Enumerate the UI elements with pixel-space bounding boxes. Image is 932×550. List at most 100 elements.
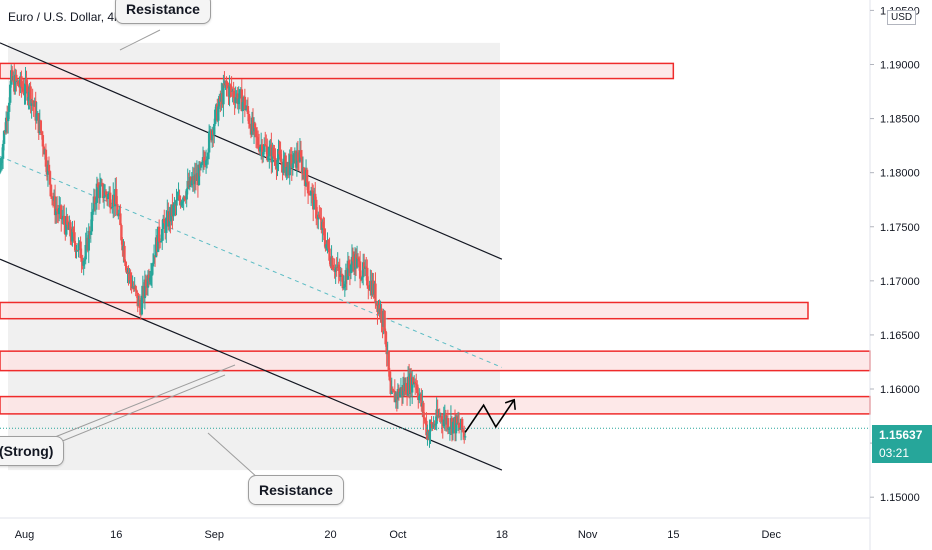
candle-body	[120, 225, 123, 241]
candle-body	[228, 85, 231, 97]
candle-body	[34, 100, 37, 121]
candle-body	[434, 423, 437, 426]
candle-body	[229, 85, 232, 87]
candle-body	[71, 228, 74, 242]
candle-body	[41, 135, 45, 147]
candle-body	[355, 257, 359, 268]
candle-body	[430, 422, 433, 424]
candle-body	[129, 272, 132, 281]
time-axis[interactable]: Aug 16 Sep 20 Oct 18 Nov 15 Dec	[15, 529, 782, 541]
candle-body	[363, 262, 366, 269]
candle-body	[460, 418, 464, 430]
time-tick-label: 15	[667, 529, 679, 541]
candle-body	[234, 97, 237, 103]
candle-body	[95, 183, 99, 203]
candle-body	[279, 154, 282, 162]
candle-body	[87, 230, 90, 251]
candle-body	[322, 221, 325, 229]
candle-body	[440, 416, 443, 422]
candle-body	[202, 157, 206, 162]
candle-body	[230, 86, 233, 92]
candle-body	[207, 131, 211, 153]
candle-body	[162, 218, 165, 229]
candle-body	[24, 79, 27, 94]
candle-body	[83, 259, 86, 261]
candle-body	[11, 70, 14, 81]
candle-body	[102, 196, 106, 199]
candle-body	[205, 159, 209, 161]
candle-body	[23, 93, 26, 95]
bar-countdown: 03:21	[879, 446, 910, 460]
candle-body	[365, 266, 368, 268]
projection-path	[464, 399, 515, 433]
strong-callout[interactable]: (Strong)	[0, 436, 65, 466]
candle-body	[225, 80, 228, 86]
resistance-callout-bottom[interactable]: Resistance	[248, 475, 344, 505]
candle-body	[241, 102, 245, 112]
candle-body	[108, 192, 112, 208]
time-tick-label: 20	[324, 529, 336, 541]
candle-body	[410, 377, 414, 393]
candle-body	[232, 91, 235, 98]
candle-body	[314, 193, 317, 200]
time-tick-label: Oct	[389, 529, 406, 541]
candle-body	[387, 351, 390, 371]
candle-body	[238, 89, 241, 99]
currency-label[interactable]: USD	[887, 10, 917, 25]
candle-body	[253, 123, 257, 129]
last-price-tag: 1.15637 03:21	[872, 425, 932, 463]
resistance-zone	[0, 350, 871, 372]
candle-body	[4, 117, 8, 133]
candle-body	[315, 199, 318, 219]
callout-pointer	[119, 29, 161, 51]
candle-body	[26, 84, 29, 101]
candle-body	[21, 86, 24, 89]
candle-body	[361, 262, 365, 278]
candle-body	[31, 100, 34, 104]
candle-body	[0, 162, 3, 166]
candle-body	[178, 195, 181, 201]
candle-body	[309, 190, 313, 196]
candle-body	[285, 167, 288, 176]
candle-body	[7, 102, 11, 112]
candle-body	[25, 79, 28, 85]
candle-body	[15, 74, 18, 82]
candle-body	[457, 422, 461, 429]
candle-body	[49, 184, 53, 197]
candle-body	[338, 270, 341, 278]
candle-body	[61, 218, 64, 220]
candle-body	[306, 182, 310, 194]
candle-body	[2, 130, 6, 144]
candle-body	[337, 264, 340, 271]
candle-body	[428, 431, 431, 439]
candle-body	[73, 232, 76, 243]
candle-body	[150, 266, 154, 276]
channel-mid-line	[0, 155, 503, 368]
candle-body	[1, 143, 5, 159]
resistance-callout-top[interactable]: Resistance	[115, 0, 211, 24]
channel-lower-line	[0, 258, 503, 471]
candle-body	[268, 146, 271, 157]
candle-body	[39, 120, 43, 132]
time-tick-label: Dec	[761, 529, 781, 541]
candle-body	[72, 228, 75, 233]
candle-body	[451, 422, 455, 434]
candle-body	[292, 153, 296, 164]
candle-body	[185, 189, 188, 200]
candle-body	[94, 202, 98, 205]
candle-body	[305, 169, 309, 183]
candle-body	[339, 274, 342, 278]
candle-body	[199, 163, 203, 168]
candle-body	[464, 436, 467, 438]
callout-label: Resistance	[126, 1, 200, 17]
candle-body	[165, 217, 168, 233]
price-tick-label: 1.16500	[880, 330, 920, 342]
candle-body	[256, 137, 260, 146]
candle-body	[454, 416, 458, 434]
candle-body	[180, 201, 183, 206]
candle-body	[300, 157, 304, 174]
candle-body	[117, 214, 120, 216]
candle-body	[346, 260, 350, 280]
candle-body	[290, 154, 293, 169]
